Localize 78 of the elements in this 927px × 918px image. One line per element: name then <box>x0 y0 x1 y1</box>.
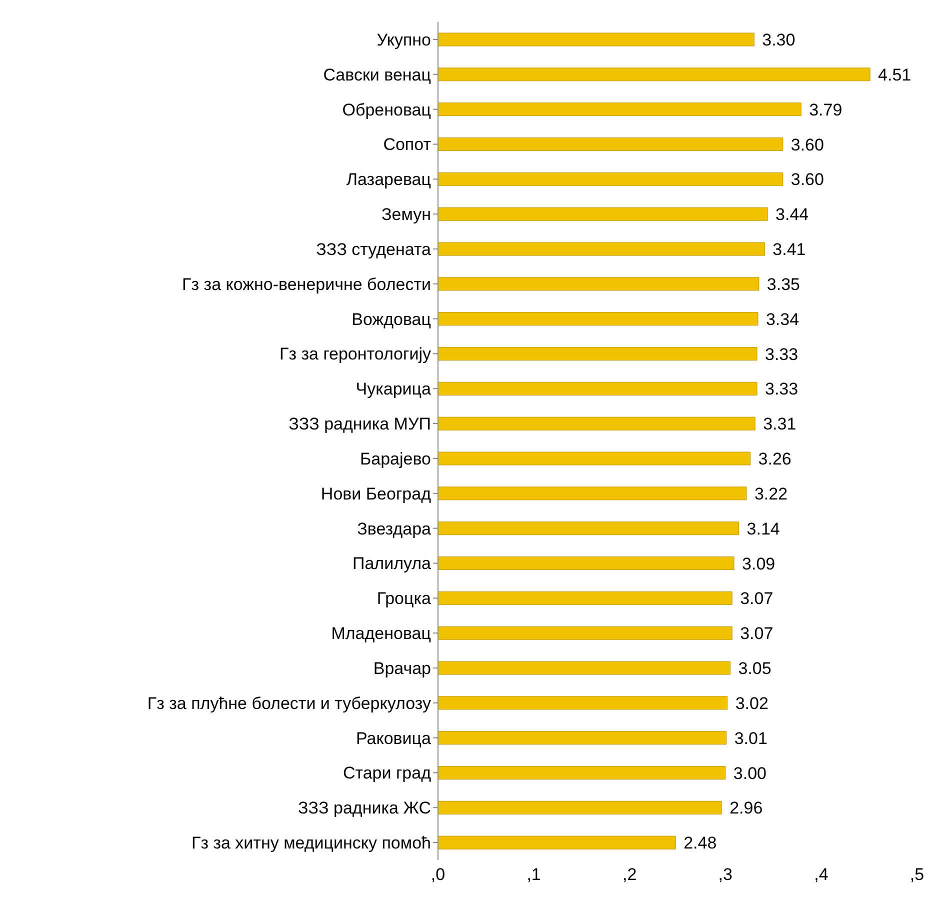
y-tick-label: Гз за хитну медицинску помоћ <box>191 834 431 853</box>
data-label: 3.41 <box>772 240 806 260</box>
x-tick-label: ,1 <box>526 865 541 884</box>
bar <box>438 591 732 605</box>
bar <box>438 207 768 221</box>
data-label: 3.05 <box>738 659 772 678</box>
bar <box>438 382 758 396</box>
data-label: 3.01 <box>734 728 768 748</box>
data-label: 3.44 <box>776 205 809 224</box>
data-label: 3.79 <box>809 100 842 120</box>
bar <box>438 522 740 536</box>
bar <box>438 556 734 570</box>
data-label: 3.60 <box>790 170 824 190</box>
y-tick-label: Гроцка <box>376 589 432 608</box>
data-label: 3.33 <box>765 344 798 364</box>
y-tick-label: Раковица <box>356 728 432 748</box>
y-tick-label: Земун <box>382 205 431 224</box>
bar <box>438 172 784 186</box>
bar <box>438 661 730 675</box>
data-label: 3.14 <box>746 519 780 538</box>
bar <box>438 486 747 500</box>
bar <box>438 696 728 710</box>
data-label: 4.51 <box>878 65 912 84</box>
bar <box>438 452 751 466</box>
x-tick-label: ,4 <box>814 865 828 884</box>
data-label: 3.07 <box>740 589 774 608</box>
bar <box>438 312 758 326</box>
bar <box>438 138 784 151</box>
y-tick-label: Палилула <box>352 554 432 574</box>
bar <box>438 242 765 256</box>
data-label: 3.09 <box>742 554 776 574</box>
data-label: 3.00 <box>733 764 766 783</box>
data-label: 2.48 <box>684 834 717 853</box>
y-tick-label: Барајево <box>360 449 431 468</box>
bar <box>438 347 758 360</box>
y-tick-label: Стари град <box>342 764 432 783</box>
bar <box>438 102 802 116</box>
y-tick-label: ЗЗЗ студената <box>316 240 432 259</box>
y-tick-label: Сопот <box>383 135 432 154</box>
data-label: 2.96 <box>730 798 763 818</box>
bar <box>438 626 732 640</box>
data-label: 3.35 <box>766 274 800 294</box>
y-tick-label: Врачар <box>373 658 431 678</box>
bar <box>438 416 756 430</box>
data-label: 3.02 <box>735 694 768 713</box>
x-tick-label: ,2 <box>622 865 637 884</box>
y-tick-label: Гз за плућне болести и туберкулозу <box>147 694 432 713</box>
data-label: 3.30 <box>762 30 796 50</box>
y-tick-label: Чукарица <box>356 380 432 399</box>
data-label: 3.26 <box>758 450 792 469</box>
bar <box>438 836 676 850</box>
x-tick-label: ,0 <box>430 865 446 884</box>
bar <box>438 68 870 82</box>
bar <box>438 731 727 745</box>
y-tick-label: Савски венац <box>323 65 432 84</box>
y-tick-label: Обреновац <box>342 100 432 120</box>
y-tick-label: Гз за геронтологију <box>280 344 432 364</box>
data-label: 3.34 <box>766 310 800 329</box>
data-label: 3.33 <box>765 380 798 399</box>
y-tick-label: ЗЗЗ радника ЖС <box>298 798 431 818</box>
data-label: 3.07 <box>740 624 774 644</box>
data-label: 3.60 <box>790 135 824 154</box>
bar <box>438 766 726 780</box>
y-tick-label: Нови Београд <box>320 484 432 504</box>
y-tick-label: ЗЗЗ радника МУП <box>288 414 431 434</box>
y-tick-label: Лазаревац <box>346 170 432 190</box>
y-tick-label: Звездара <box>357 519 432 538</box>
data-label: 3.22 <box>754 484 788 504</box>
y-tick-label: Укупно <box>376 30 431 50</box>
bar <box>438 32 754 46</box>
bar <box>438 800 722 814</box>
x-tick-label: ,3 <box>718 865 732 884</box>
x-tick-label: ,5 <box>910 865 924 884</box>
y-tick-label: Вождовац <box>352 310 432 329</box>
y-tick-label: Гз за кожно-венеричне болести <box>182 274 431 294</box>
bar <box>438 277 760 291</box>
y-tick-label: Младеновац <box>331 624 432 644</box>
data-label: 3.31 <box>763 414 796 434</box>
